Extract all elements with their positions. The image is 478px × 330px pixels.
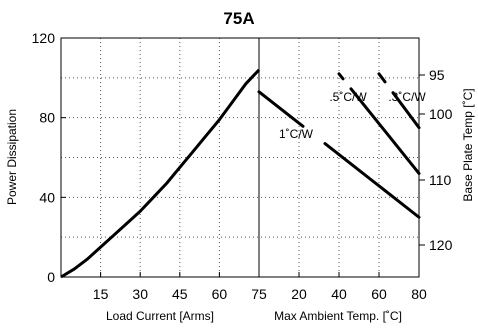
right-x-tick-label-2: 60 (371, 286, 387, 302)
grid-lines (61, 38, 419, 277)
left-x-tick-label-0: 15 (93, 286, 109, 302)
left-x-ticks: 15 30 45 60 75 (93, 272, 267, 302)
left-y-tick-label-1: 40 (39, 189, 55, 205)
right-x-ticks: 20 40 60 80 (291, 272, 427, 302)
x-axis-label-right: Max Ambient Temp. [˚C] (274, 309, 402, 323)
thermal-line-2-seg-1 (391, 91, 421, 130)
thermal-line-2-seg-0 (377, 72, 387, 84)
right-y-tick-label-2: 110 (429, 172, 452, 188)
chart-title: 75A (223, 9, 254, 28)
left-y-tick-label-0: 0 (47, 269, 55, 285)
y-axis-label-right: Base Plate Temp [˚C] (461, 88, 475, 201)
left-x-tick-label-4: 75 (251, 286, 267, 302)
left-x-tick-label-1: 30 (132, 286, 148, 302)
left-x-tick-label-3: 60 (212, 286, 228, 302)
left-y-ticks: 0 40 80 120 (32, 30, 66, 285)
series-group (60, 68, 421, 279)
thermal-line-1-seg-1 (349, 87, 421, 175)
right-x-tick-label-1: 40 (331, 286, 347, 302)
series-label-1: .5˚C/W (329, 90, 367, 104)
x-axis-label-left: Load Current [Arms] (106, 309, 214, 323)
thermal-line-0-seg-1 (323, 142, 421, 219)
right-y-tick-label-1: 100 (429, 106, 453, 122)
series-labels: 1˚C/W .5˚C/W .3˚C/W (279, 90, 426, 141)
axes (60, 37, 420, 278)
y-axis-label-left: Power Dissipation (5, 109, 19, 205)
left-y-tick-label-2: 80 (39, 110, 55, 126)
right-x-tick-label-3: 80 (411, 286, 427, 302)
right-x-tick-label-0: 20 (291, 286, 307, 302)
right-y-tick-label-3: 120 (429, 237, 453, 253)
right-y-ticks: 95 100 110 120 (419, 67, 453, 253)
plot-frame (60, 37, 420, 278)
series-label-2: .3˚C/W (388, 90, 426, 104)
left-x-tick-label-2: 45 (172, 286, 188, 302)
thermal-line-0-seg-0 (257, 90, 305, 128)
power-dissipation-curve (60, 68, 261, 279)
series-label-0: 1˚C/W (279, 127, 314, 141)
left-y-tick-label-3: 120 (32, 30, 56, 46)
right-y-tick-label-0: 95 (429, 67, 445, 83)
thermal-line-1-seg-0 (337, 72, 345, 81)
